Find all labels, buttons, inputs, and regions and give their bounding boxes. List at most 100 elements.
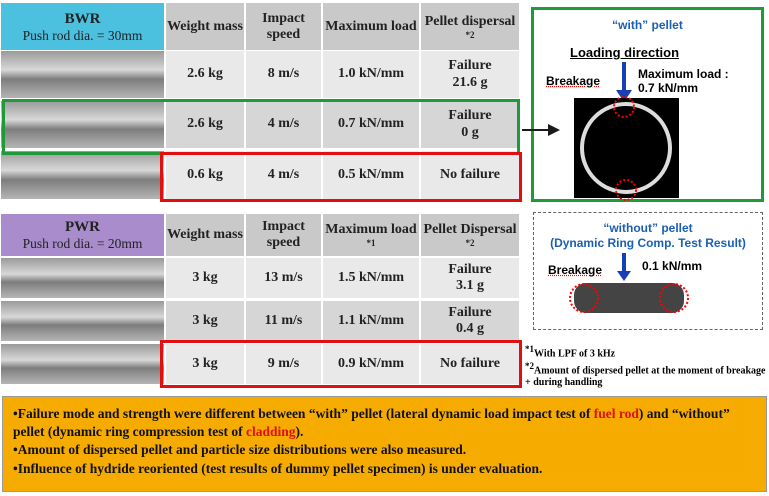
footnote-text: With LPF of 3 kHz — [534, 348, 616, 360]
red-outline — [160, 340, 522, 388]
cell-line: No failure — [439, 166, 500, 182]
specimen — [574, 98, 679, 198]
cell: 0.5 kN/mm — [322, 150, 420, 200]
cell: 3 kg — [165, 343, 245, 385]
summary-line: •Failure mode and strength were differen… — [13, 405, 756, 441]
cell: Failure 0.4 g — [420, 300, 520, 342]
cell: Failure 3.1 g — [420, 257, 520, 299]
max-load-value: 0.7 kN/mm — [638, 80, 699, 95]
summary-text: •Amount of dispersed pellet and particle… — [13, 442, 467, 458]
arrowhead — [616, 90, 632, 102]
with-image — [574, 62, 679, 201]
with-panel: “with” pellet Loading direction Breakage… — [531, 7, 764, 202]
cell-line: Failure — [448, 58, 492, 74]
header-text: Maximum load — [325, 221, 417, 237]
note-mark: *1 — [366, 237, 376, 248]
reactor: PWR — [65, 218, 100, 235]
column-header: Maximum load — [322, 2, 420, 52]
cell: 8 m/s — [245, 50, 322, 99]
with-title: “with” pellet — [612, 18, 683, 32]
column-header: Maximum load *1 — [322, 213, 420, 257]
column-header: Pellet Dispersal *2 — [420, 213, 520, 257]
cell: 1.5 kN/mm — [322, 257, 420, 299]
column-header: Weight mass — [165, 213, 245, 257]
summary-text: •Failure mode and strength were differen… — [13, 406, 594, 421]
cell: 9 m/s — [245, 343, 322, 385]
ring — [580, 102, 672, 194]
cell-line: Failure — [448, 304, 492, 320]
cell: 2.6 kg — [165, 50, 245, 99]
load-value: 0.1 kN/mm — [642, 259, 703, 273]
specimen-photo — [0, 343, 165, 385]
cell-line: No failure — [439, 355, 500, 371]
cell: 2.6 kg — [165, 100, 245, 149]
reactor: BWR — [64, 10, 101, 27]
cell-line: 0 g — [461, 124, 479, 140]
column-header: Pellet dispersal *2 — [420, 2, 520, 52]
footnote: *1With LPF of 3 kHz — [525, 344, 769, 360]
breakage-label: Breakage — [546, 74, 601, 88]
cell-line: Failure — [448, 108, 492, 124]
summary-line: •Influence of hydride reoriented (test r… — [13, 460, 756, 478]
footnote: *2Amount of dispersed pellet at the mome… — [525, 361, 769, 389]
cell: Failure 0 g — [420, 100, 520, 149]
specimen-photo — [0, 50, 165, 99]
cell: Failure 21.6 g — [420, 50, 520, 99]
table-head: PWR Push rod dia. = 20mm — [0, 213, 165, 257]
header-text: Maximum load — [325, 18, 417, 34]
cell: 3 kg — [165, 257, 245, 299]
breakage-mark — [659, 283, 689, 313]
cell: 13 m/s — [245, 257, 322, 299]
cell: 4 m/s — [245, 150, 322, 200]
breakage-label: Breakage — [548, 263, 603, 277]
table-head: BWR Push rod dia. = 30mm — [0, 2, 165, 52]
specimen-photo — [0, 300, 165, 342]
footnote-text: Amount of dispersed pellet at the moment… — [525, 365, 766, 389]
cell: 1.1 kN/mm — [322, 300, 420, 342]
header-text: Pellet dispersal — [424, 13, 516, 29]
summary-text: cladding — [245, 424, 296, 440]
header-text: Impact speed — [262, 218, 305, 250]
cell: 0.9 kN/mm — [322, 343, 420, 385]
without-panel: “without” pellet (Dynamic Ring Comp. Tes… — [533, 212, 763, 330]
cell-line: 3.1 g — [456, 278, 484, 293]
cell-line: 21.6 g — [452, 74, 488, 90]
cell: 3 kg — [165, 300, 245, 342]
breakage-mark — [569, 283, 599, 313]
header-text: Pellet Dispersal — [423, 221, 517, 237]
column-header: Impact speed — [245, 213, 322, 257]
max-load-label: Maximum load :0.7 kN/mm — [638, 67, 729, 96]
column-header: Weight mass — [165, 2, 245, 52]
breakage-mark — [615, 179, 637, 201]
summary-text: fuel rod — [593, 406, 639, 421]
specimen — [574, 283, 684, 313]
push-rod: Push rod dia. = 30mm — [22, 27, 143, 43]
header-text: Impact speed — [262, 10, 305, 42]
without-image — [569, 253, 689, 313]
summary-text: •Influence of hydride reoriented (test r… — [13, 460, 543, 476]
header-text: Weight mass — [167, 18, 243, 34]
without-subtitle: (Dynamic Ring Comp. Test Result) — [550, 236, 746, 250]
summary-text: ) and “without” pellet (dynamic ring com… — [13, 406, 730, 440]
summary-box: •Failure mode and strength were differen… — [2, 396, 767, 492]
footnote-mark: *2 — [525, 361, 534, 371]
note-mark: *2 — [465, 237, 475, 248]
specimen-photo — [0, 150, 165, 200]
column-header: Impact speed — [245, 2, 322, 52]
summary-line: •Amount of dispersed pellet and particle… — [13, 441, 756, 459]
cell-line: 0.4 g — [456, 321, 484, 336]
red-outline — [160, 152, 522, 202]
push-rod: Push rod dia. = 20mm — [22, 235, 143, 251]
specimen-photo — [0, 257, 165, 299]
summary-text: ). — [295, 424, 304, 440]
arrowhead — [617, 271, 631, 281]
note-mark: *2 — [465, 29, 475, 40]
green-outline — [2, 99, 520, 155]
footnote-mark: *1 — [525, 344, 534, 354]
cell: 11 m/s — [245, 300, 322, 342]
cell: 1.0 kN/mm — [322, 50, 420, 99]
without-title: “without” pellet — [603, 221, 693, 235]
cell-line: Failure — [448, 261, 492, 277]
header-text: Weight mass — [167, 226, 243, 242]
max-load-text: Maximum load : — [638, 67, 729, 81]
